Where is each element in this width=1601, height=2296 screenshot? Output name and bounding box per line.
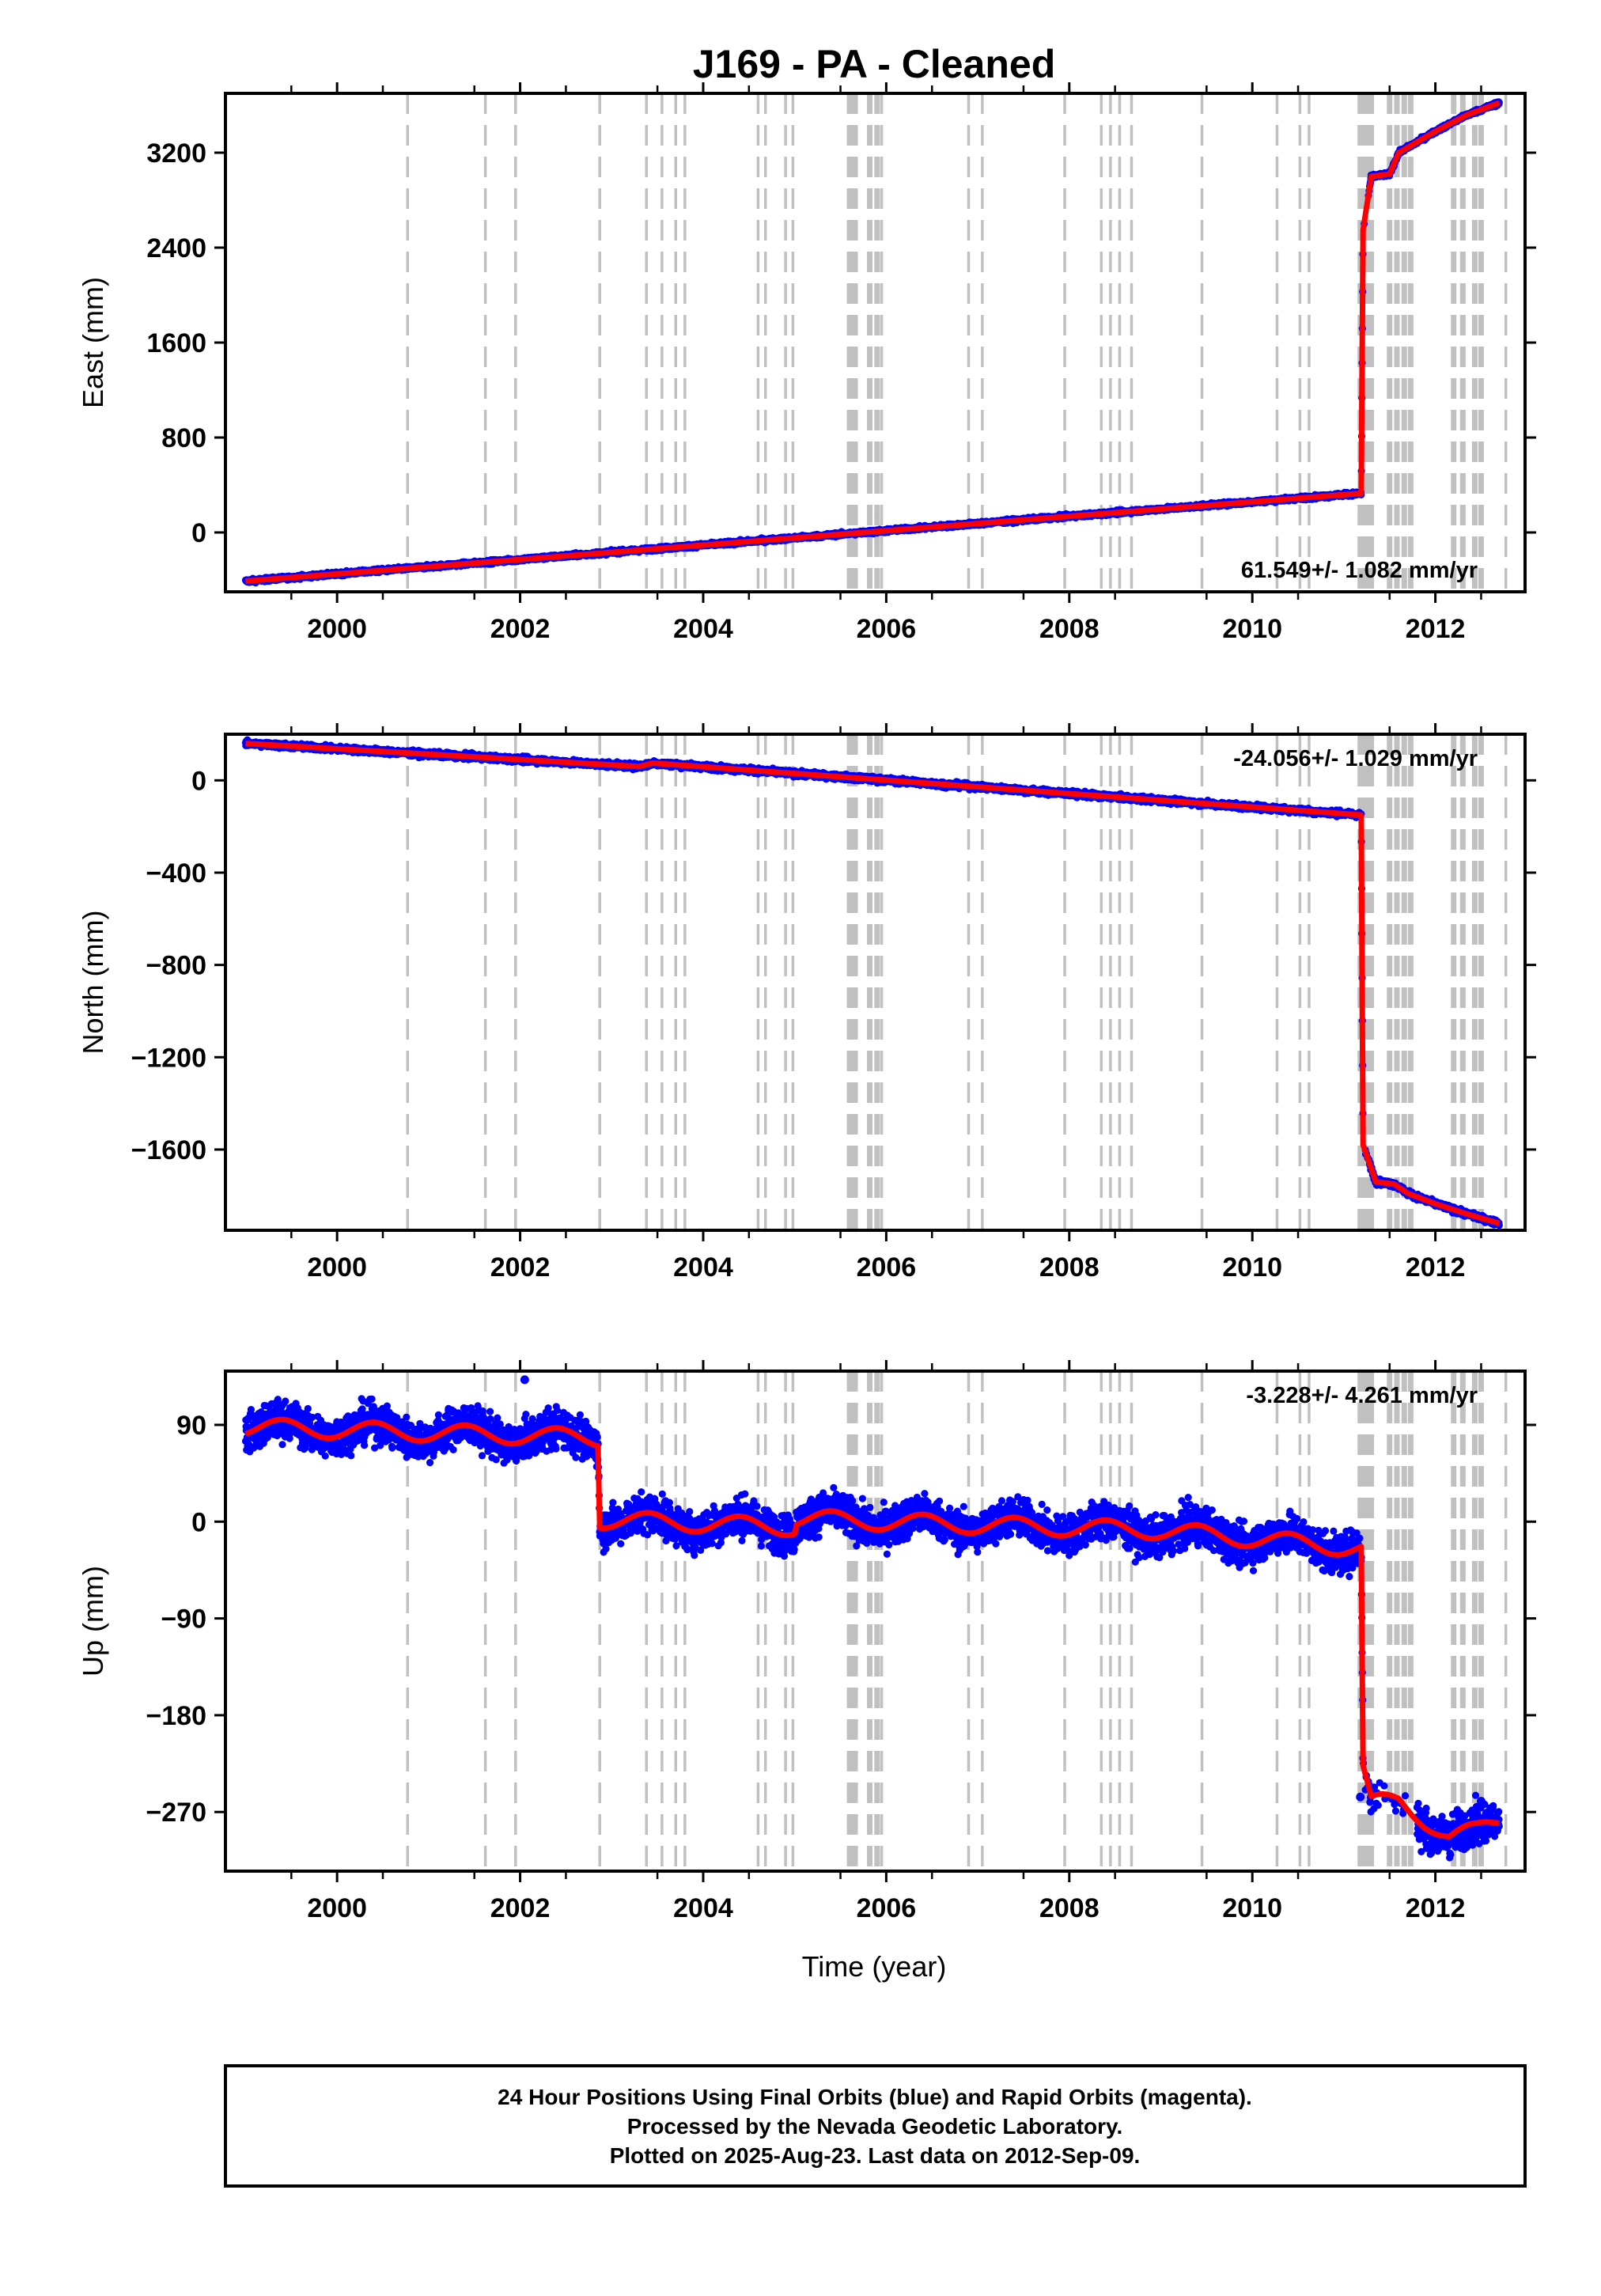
- figure-title: J169 - PA - Cleaned: [693, 42, 1056, 86]
- panels: 2000 2002 2004 2006 2008 2010 2012080016002400…: [77, 82, 1536, 1923]
- panel-east: 2000 2002 2004 2006 2008 2010 2012080016002400…: [77, 82, 1536, 644]
- plot-area-east: [241, 93, 1508, 592]
